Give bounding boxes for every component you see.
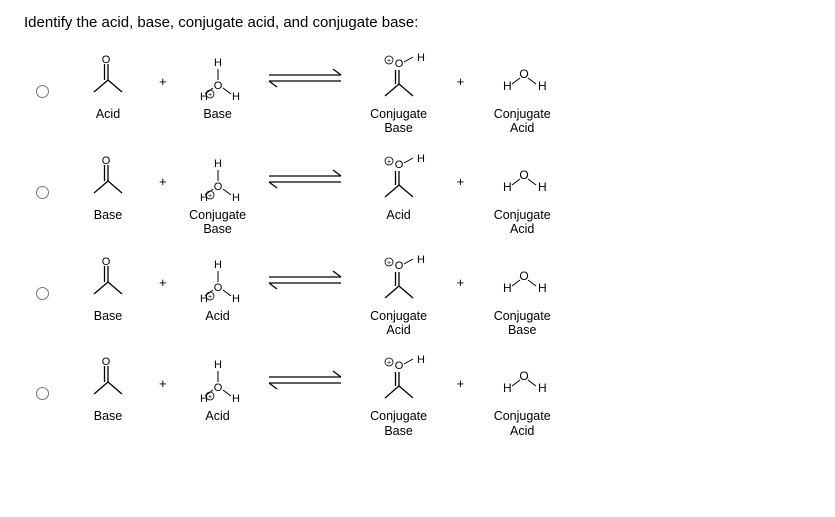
svg-text:O: O xyxy=(394,159,403,171)
svg-text:H: H xyxy=(232,91,240,102)
species-acetone: O Acid xyxy=(69,49,147,135)
option-3: O Base + H O H H + Acid xyxy=(36,251,811,338)
label-2-1: Base xyxy=(94,208,123,236)
svg-text:O: O xyxy=(102,155,111,167)
species-h3o: H O H H + Conjugate Base xyxy=(179,150,257,237)
options-group: O Acid + H O xyxy=(36,49,811,452)
svg-text:H: H xyxy=(214,158,222,170)
svg-text:O: O xyxy=(213,80,222,92)
label-3-1: Base xyxy=(94,309,123,337)
svg-text:+: + xyxy=(387,58,391,65)
svg-text:H: H xyxy=(417,354,425,366)
species-acetone: O Base xyxy=(69,150,147,236)
label-3-4: Conjugate Base xyxy=(494,309,551,338)
svg-text:O: O xyxy=(213,382,222,394)
reaction-1: O Acid + H O xyxy=(69,49,568,136)
svg-text:O: O xyxy=(102,54,111,66)
svg-text:+: + xyxy=(208,193,212,200)
svg-text:+: + xyxy=(208,294,212,301)
svg-text:O: O xyxy=(213,181,222,193)
plus-sign: + xyxy=(153,49,173,135)
species-acetone-prot: + O H Acid xyxy=(353,150,445,236)
svg-text:H: H xyxy=(417,254,425,266)
label-2-3: Acid xyxy=(386,208,410,236)
reaction-4: O Base + H O H H + Acid xyxy=(69,351,568,438)
option-4: O Base + H O H H + Acid xyxy=(36,351,811,438)
svg-text:+: + xyxy=(387,260,391,267)
svg-text:H: H xyxy=(538,180,547,194)
label-4-3: Conjugate Base xyxy=(370,409,427,438)
svg-text:O: O xyxy=(102,256,111,268)
svg-text:H: H xyxy=(214,359,222,371)
species-h3o: H O H H + Base xyxy=(179,49,257,135)
question-text: Identify the acid, base, conjugate acid,… xyxy=(24,14,811,31)
svg-text:H: H xyxy=(503,79,512,93)
label-4-1: Base xyxy=(94,409,123,437)
radio-option-3[interactable] xyxy=(36,287,49,300)
label-2-2: Conjugate Base xyxy=(189,208,246,237)
svg-text:H: H xyxy=(503,281,512,295)
svg-text:+: + xyxy=(208,92,212,99)
svg-text:O: O xyxy=(520,369,529,383)
svg-text:H: H xyxy=(232,192,240,203)
svg-text:O: O xyxy=(520,67,529,81)
equilibrium-arrow xyxy=(263,49,347,135)
svg-text:O: O xyxy=(520,269,529,283)
label-1-3: Conjugate Base xyxy=(370,107,427,136)
reaction-3: O Base + H O H H + Acid xyxy=(69,251,568,338)
label-4-2: Acid xyxy=(205,409,229,437)
svg-text:H: H xyxy=(503,381,512,395)
svg-text:H: H xyxy=(214,259,222,271)
svg-text:+: + xyxy=(208,394,212,401)
label-1-4: Conjugate Acid xyxy=(494,107,551,136)
svg-text:H: H xyxy=(232,293,240,304)
svg-text:O: O xyxy=(394,260,403,272)
label-4-4: Conjugate Acid xyxy=(494,409,551,438)
svg-text:H: H xyxy=(232,393,240,404)
option-2: O Base + H O H H + xyxy=(36,150,811,237)
svg-text:O: O xyxy=(394,58,403,70)
svg-text:H: H xyxy=(538,79,547,93)
svg-text:H: H xyxy=(503,180,512,194)
svg-text:H: H xyxy=(417,52,425,64)
svg-text:H: H xyxy=(538,381,547,395)
species-water: H O H Conjugate Acid xyxy=(476,49,568,136)
svg-text:+: + xyxy=(387,360,391,367)
svg-text:H: H xyxy=(417,153,425,165)
svg-text:H: H xyxy=(214,57,222,69)
option-1: O Acid + H O xyxy=(36,49,811,136)
label-3-3: Conjugate Acid xyxy=(370,309,427,338)
svg-text:O: O xyxy=(394,360,403,372)
svg-text:O: O xyxy=(102,356,111,368)
svg-text:O: O xyxy=(520,168,529,182)
radio-option-2[interactable] xyxy=(36,186,49,199)
label-1-2: Base xyxy=(203,107,232,135)
reaction-2: O Base + H O H H + xyxy=(69,150,568,237)
plus-sign: + xyxy=(451,49,471,135)
species-water: H O H Conjugate Acid xyxy=(476,150,568,237)
species-acetone-prot: + O H Conjugate Base xyxy=(353,49,445,136)
svg-text:O: O xyxy=(213,282,222,294)
label-2-4: Conjugate Acid xyxy=(494,208,551,237)
radio-option-1[interactable] xyxy=(36,85,49,98)
label-3-2: Acid xyxy=(205,309,229,337)
svg-text:+: + xyxy=(387,159,391,166)
svg-text:H: H xyxy=(538,281,547,295)
label-1-1: Acid xyxy=(96,107,120,135)
radio-option-4[interactable] xyxy=(36,387,49,400)
